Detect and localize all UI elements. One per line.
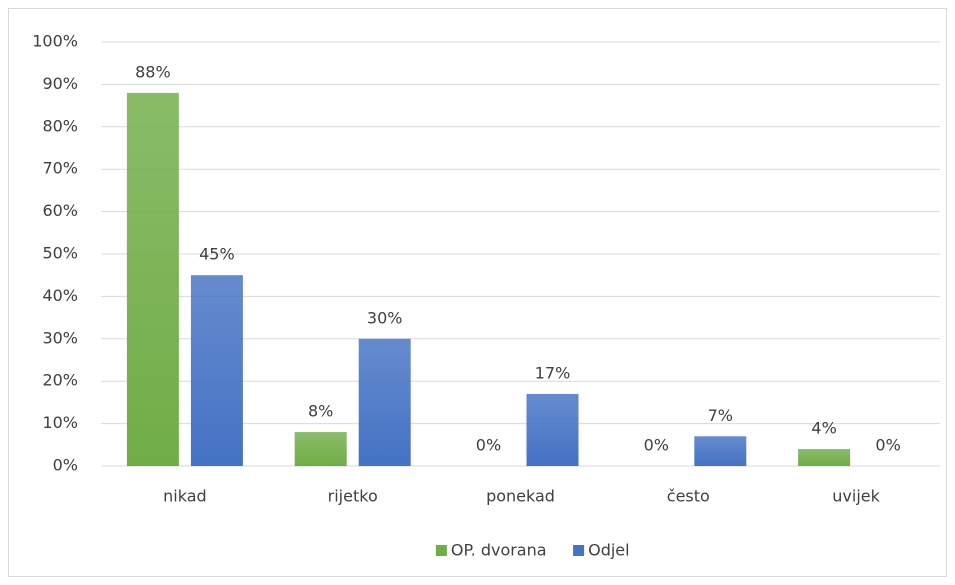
- y-tick-label: 40%: [42, 286, 78, 305]
- bar: [694, 436, 747, 466]
- bar: [358, 338, 411, 466]
- x-tick-label: ponekad: [486, 487, 555, 506]
- legend-swatch: [573, 545, 585, 556]
- legend-swatch: [435, 545, 447, 556]
- bar: [526, 393, 579, 466]
- legend-label: Odjel: [588, 541, 629, 560]
- y-tick-label: 0%: [53, 456, 78, 475]
- y-tick-label: 90%: [42, 74, 78, 93]
- bar: [126, 92, 179, 466]
- x-tick-label: uvijek: [832, 487, 880, 506]
- bar: [798, 449, 851, 466]
- data-label: 7%: [708, 406, 733, 425]
- y-tick-label: 30%: [42, 328, 78, 347]
- data-label: 0%: [875, 436, 900, 455]
- x-tick-label: nikad: [163, 487, 207, 506]
- data-label: 30%: [367, 308, 403, 327]
- data-label: 17%: [535, 363, 571, 382]
- y-tick-label: 100%: [32, 32, 78, 51]
- data-label: 0%: [644, 436, 669, 455]
- y-tick-label: 70%: [42, 159, 78, 178]
- data-label: 0%: [476, 436, 501, 455]
- bar: [190, 275, 243, 466]
- data-label: 4%: [811, 419, 836, 438]
- x-tick-label: rijetko: [328, 487, 378, 506]
- data-label: 45%: [199, 245, 235, 264]
- data-label: 88%: [135, 62, 171, 81]
- legend-label: OP. dvorana: [451, 541, 547, 560]
- x-tick-label: često: [667, 487, 710, 506]
- y-tick-label: 50%: [42, 244, 78, 263]
- bar: [294, 432, 347, 466]
- data-label: 8%: [308, 402, 333, 421]
- y-tick-label: 60%: [42, 201, 78, 220]
- y-tick-label: 20%: [42, 371, 78, 390]
- y-tick-label: 10%: [42, 413, 78, 432]
- y-tick-label: 80%: [42, 116, 78, 135]
